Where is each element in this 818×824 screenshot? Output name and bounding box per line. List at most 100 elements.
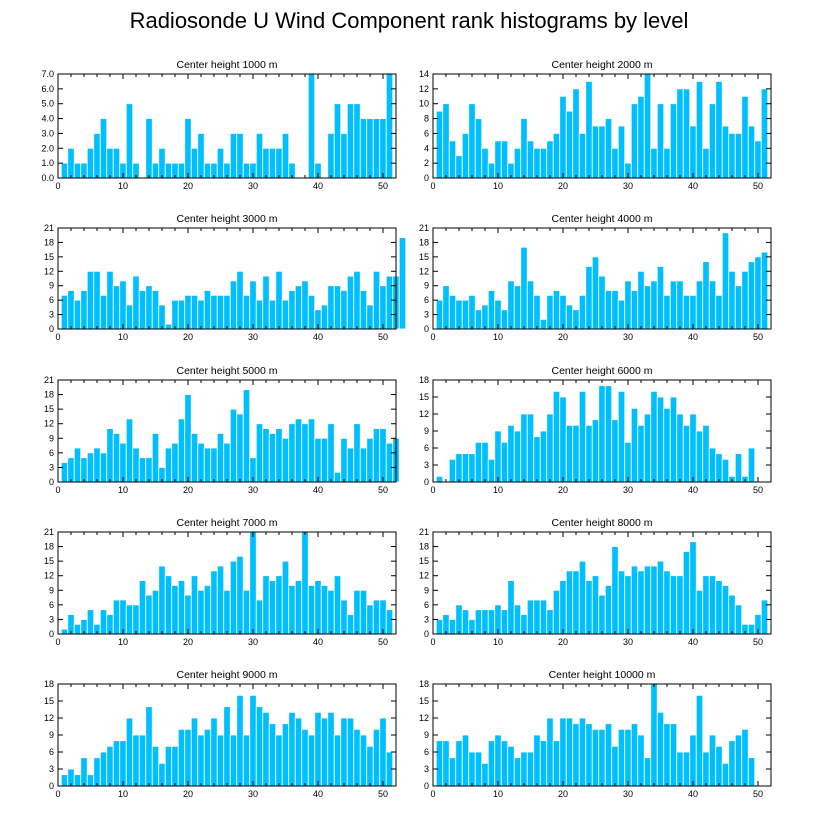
panel-5-bar-34 (275, 428, 283, 483)
panel-9-title: Center height 9000 m (177, 669, 278, 681)
panel-4-bar-14 (520, 246, 528, 330)
panel-6-xtick-label: 20 (558, 485, 568, 495)
panel-9-bar-31 (255, 706, 264, 787)
panel-4-ytick-label: 3 (424, 310, 429, 320)
panel-2-xtick-label: 50 (753, 181, 763, 191)
panel-7-bar-42 (327, 589, 335, 635)
panel-3-bar-18 (171, 299, 179, 330)
panel-1-xtick-label: 20 (183, 181, 193, 191)
panel-5-ytick-label: 9 (49, 433, 54, 443)
panel-8-ytick-label: 3 (424, 614, 429, 624)
panel-5-bar-21 (190, 433, 199, 483)
panel-5-bar-10 (119, 442, 127, 483)
panel-5-bar-9 (112, 433, 121, 483)
panel-10-bar-6 (468, 751, 476, 787)
panel-8-xtick-label: 20 (558, 637, 568, 647)
panel-9-bar-17 (164, 745, 173, 787)
panel-4-bar-26 (598, 275, 606, 330)
panel-6-bar-37 (669, 396, 678, 483)
panel-5-bar-39 (307, 418, 316, 483)
panel-10-bar-36 (663, 723, 671, 787)
panel-6-ytick-label: 15 (419, 392, 429, 402)
panel-2-bar-26 (598, 125, 606, 179)
panel-7-bar-14 (145, 594, 153, 635)
panel-8-bar-41 (695, 589, 704, 635)
panel-6-bar-43 (708, 447, 717, 483)
panel-4-bar-45 (721, 232, 730, 330)
panel-6-ytick-label: 3 (424, 460, 429, 470)
panel-3-bar-13 (138, 290, 147, 330)
panel-2-title: Center height 2000 m (552, 59, 653, 71)
panel-3-bar-51 (385, 275, 394, 330)
panel-8-bar-4 (455, 604, 463, 635)
panel-5-bar-3 (73, 447, 82, 483)
panel-5-bar-48 (366, 437, 374, 483)
panel-8-bar-45 (721, 585, 730, 635)
panel-3-bar-19 (177, 299, 186, 330)
panel-3-bar-20 (184, 294, 192, 330)
panel-9-bar-47 (359, 734, 368, 787)
panel-5-ytick-label: 12 (44, 419, 54, 429)
panel-7-ytick-label: 0 (49, 629, 54, 639)
panel-3-bar-22 (197, 299, 205, 330)
panel-1-ytick-label: 5.0 (41, 99, 54, 109)
panel-1-bar-11 (125, 103, 134, 179)
panel-6-bar-42 (702, 424, 710, 483)
panel-9-bar-14 (145, 706, 153, 787)
panel-9-bar-6 (93, 757, 101, 787)
panel-10-bar-27 (604, 723, 613, 787)
panel-5-bar-35 (281, 437, 290, 483)
panel-10-bar-29 (617, 728, 626, 787)
panel-4-bar-4 (455, 299, 463, 330)
panel-3-xtick-label: 10 (118, 332, 128, 342)
panel-6-bar-31 (630, 407, 639, 483)
panel-9-bar-23 (203, 728, 212, 787)
panel-9-bar-41 (320, 717, 329, 787)
panel-6-bar-22 (572, 424, 580, 483)
panel-1-bar-44 (340, 133, 348, 179)
panel-4-bar-40 (689, 294, 697, 330)
panel-1-bar-48 (366, 118, 374, 179)
panel-8-bar-37 (669, 575, 678, 635)
panel-4-bar-38 (676, 280, 684, 330)
panel-6-bar-44 (715, 453, 723, 483)
panel-2-bar-27 (604, 118, 613, 179)
panel-9-ytick-label: 6 (49, 747, 54, 757)
panel-3-bar-10 (119, 280, 127, 330)
panel-2-bar-13 (513, 147, 522, 179)
panel-9-bar-46 (353, 728, 361, 787)
panel-4-bar-11 (500, 309, 509, 330)
panel-5-ytick-label: 21 (44, 375, 54, 385)
panel-2-bar-9 (487, 162, 496, 179)
panel-9-xtick-label: 50 (378, 789, 388, 799)
panel-9-xtick-label: 20 (183, 789, 193, 799)
panel-9-bar-48 (366, 745, 374, 787)
panel-5-bar-14 (145, 457, 153, 483)
panel-7-bar-10 (119, 599, 127, 635)
panel-6-bar-14 (520, 413, 528, 483)
panel-6-title: Center height 6000 m (552, 365, 653, 377)
panel-7-bar-1 (60, 628, 69, 635)
panel-7-ytick-label: 15 (44, 556, 54, 566)
panel-2-bar-22 (572, 88, 580, 179)
panel-1-bar-35 (281, 133, 290, 179)
panel-5-bar-28 (236, 413, 244, 483)
panel-8-bar-17 (539, 599, 548, 635)
panel-7-bar-50 (379, 599, 387, 635)
panel-10-bar-2 (442, 740, 450, 787)
panel-8-bar-12 (507, 580, 515, 635)
panel-6-bar-29 (617, 390, 626, 483)
panel-10-bar-43 (708, 734, 717, 787)
panel-6-bar-1 (435, 475, 444, 483)
panel-3-bar-45 (346, 275, 355, 330)
panel-5-bar-31 (255, 423, 264, 483)
panel-8-bar-9 (487, 609, 496, 635)
panel-3-ytick-label: 12 (44, 266, 54, 276)
panel-4-ytick-label: 9 (424, 281, 429, 291)
panel-6-bar-28 (611, 419, 619, 483)
panel-8-bar-35 (656, 560, 665, 635)
panel-3-ytick-label: 21 (44, 223, 54, 233)
panel-5-bar-32 (262, 428, 270, 483)
panel-7-xtick-label: 10 (118, 637, 128, 647)
panel-5-bar-44 (340, 437, 348, 483)
